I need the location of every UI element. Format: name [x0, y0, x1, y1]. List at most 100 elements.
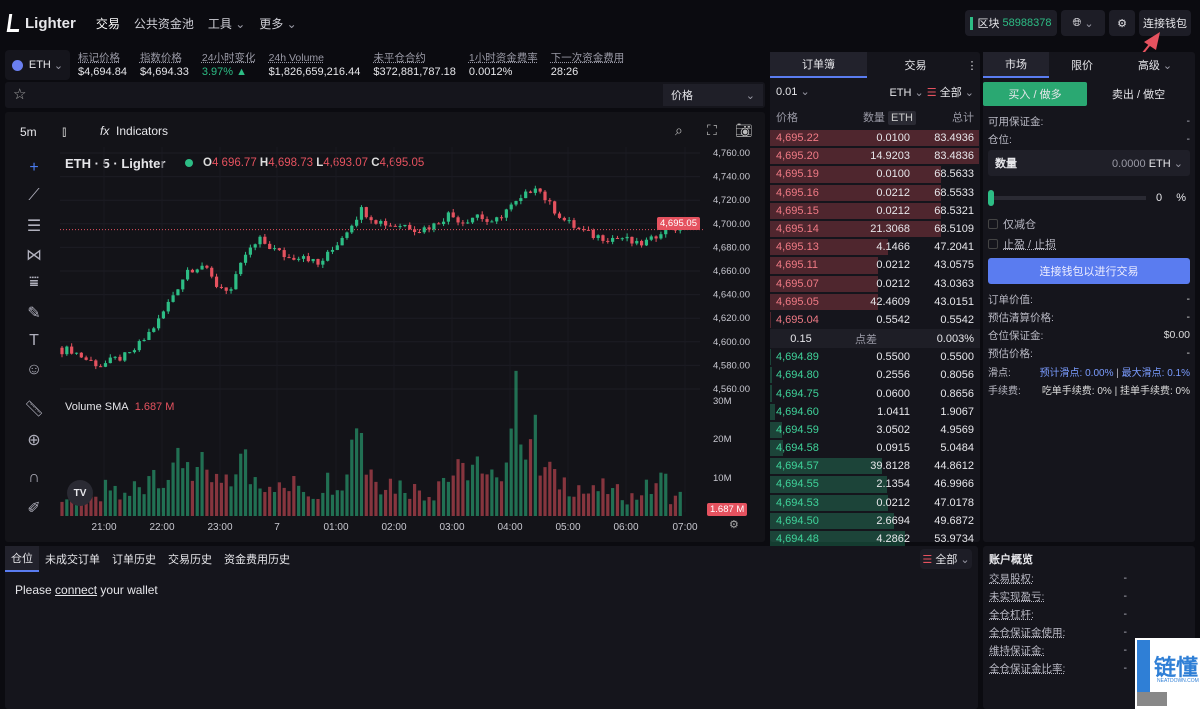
- slider-handle[interactable]: [988, 190, 994, 206]
- depth-bar: [770, 220, 942, 238]
- bid-row[interactable]: 4,694.53 0.0212 47.0178: [770, 494, 980, 512]
- quantity-input[interactable]: 数量 0.0000 ETH ⌄: [988, 150, 1190, 176]
- ob-total: 49.6872: [934, 514, 974, 527]
- magnet-icon[interactable]: ∩: [28, 469, 40, 486]
- alert-search-icon[interactable]: ⌕: [675, 122, 683, 138]
- ask-row[interactable]: 4,695.20 14.9203 83.4836: [770, 147, 980, 165]
- candle: [374, 220, 378, 224]
- ask-row[interactable]: 4,695.11 0.0212 43.0575: [770, 256, 980, 274]
- language-button[interactable]: 🌐︎ ⌄: [1061, 10, 1105, 36]
- fib-icon[interactable]: ☰: [26, 218, 42, 235]
- bid-row[interactable]: 4,694.50 2.6694 49.6872: [770, 512, 980, 530]
- connect-link[interactable]: connect: [55, 583, 98, 597]
- reduce-only-checkbox[interactable]: 仅减仓: [988, 214, 1190, 234]
- size-unit-badge[interactable]: ETH: [888, 111, 916, 125]
- ask-row[interactable]: 4,695.19 0.0100 68.5633: [770, 165, 980, 183]
- bid-row[interactable]: 4,694.58 0.0915 5.0484: [770, 439, 980, 457]
- lock-drawing-icon[interactable]: ✐: [27, 500, 41, 517]
- volume-bar: [316, 499, 320, 516]
- globe-icon: 🌐︎: [1072, 16, 1082, 29]
- depth-bar: [770, 440, 783, 457]
- nav-tools[interactable]: 工具 ⌄: [208, 15, 245, 32]
- bid-row[interactable]: 4,694.55 2.1354 46.9966: [770, 475, 980, 493]
- connect-to-trade-button[interactable]: 连接钱包以进行交易: [988, 258, 1190, 284]
- info-value: -: [1186, 347, 1191, 359]
- tab-bottom-1[interactable]: 未成交订单: [45, 554, 100, 566]
- bid-row[interactable]: 4,694.48 4.2862 53.9734: [770, 530, 980, 548]
- info-value: -: [1186, 311, 1191, 323]
- bid-row[interactable]: 4,694.60 1.0411 1.9067: [770, 403, 980, 421]
- slippage-max[interactable]: 最大滑点: 0.1%: [1121, 367, 1190, 379]
- tab-trades[interactable]: 交易: [904, 60, 927, 72]
- volume-bar: [611, 488, 615, 516]
- ask-row[interactable]: 4,695.05 42.4609 43.0151: [770, 293, 980, 311]
- quantity-unit[interactable]: ETH: [1148, 157, 1171, 170]
- tab-bottom-4[interactable]: 资金费用历史: [224, 554, 290, 566]
- chart-settings-icon[interactable]: ⚙: [729, 519, 739, 531]
- candle: [287, 257, 291, 259]
- buy-long-button[interactable]: 买入 / 做多: [983, 82, 1087, 106]
- connect-wallet-button[interactable]: 连接钱包: [1139, 10, 1191, 36]
- ask-row[interactable]: 4,695.15 0.0212 68.5321: [770, 202, 980, 220]
- bid-row[interactable]: 4,694.89 0.5500 0.5500: [770, 348, 980, 366]
- tab-market[interactable]: 市场: [983, 52, 1049, 78]
- ob-price: 4,695.13: [776, 241, 819, 254]
- text-icon[interactable]: T: [29, 332, 39, 349]
- ask-row[interactable]: 4,695.07 0.0212 43.0363: [770, 275, 980, 293]
- pattern-icon[interactable]: ⋈: [26, 247, 42, 264]
- unit-select[interactable]: ETH ⌄: [889, 86, 924, 99]
- price-chart[interactable]: 4,760.00 4,740.00 4,720.00 4,700.00 4,680.00…: [5, 112, 765, 542]
- zoom-in-icon[interactable]: ⊕: [27, 432, 41, 449]
- tab-limit[interactable]: 限价: [1071, 60, 1093, 72]
- more-icon[interactable]: ⋮: [966, 59, 978, 72]
- tick-size-select[interactable]: 0.01 ⌄: [776, 86, 810, 98]
- candle: [166, 301, 170, 312]
- book-filter-select[interactable]: 全部 ⌄: [939, 86, 974, 99]
- bid-row[interactable]: 4,694.80 0.2556 0.8056: [770, 366, 980, 384]
- brand-logo[interactable]: Lighter: [6, 14, 76, 32]
- percent-slider[interactable]: [988, 190, 1146, 206]
- prediction-icon[interactable]: ⩸: [29, 274, 39, 291]
- brush-icon[interactable]: ✎: [27, 305, 41, 322]
- depth-bar: [770, 476, 888, 493]
- ask-row[interactable]: 4,695.13 4.1466 47.2041: [770, 238, 980, 256]
- ask-row[interactable]: 4,695.16 0.0212 68.5533: [770, 184, 980, 202]
- nav-more[interactable]: 更多 ⌄: [259, 15, 296, 32]
- tab-advanced[interactable]: 高级 ⌄: [1115, 52, 1195, 78]
- camera-icon[interactable]: 📷︎: [735, 122, 753, 138]
- crosshair-icon[interactable]: +: [29, 159, 39, 176]
- candle-type-icon[interactable]: ⫾: [62, 123, 67, 139]
- price-type-select[interactable]: 价格 ⌄: [663, 84, 763, 106]
- position-label: 仓位:: [988, 133, 1012, 146]
- ask-row[interactable]: 4,695.14 21.3068 68.5109: [770, 220, 980, 238]
- ruler-icon[interactable]: 📏︎: [23, 401, 45, 418]
- tab-bottom-2[interactable]: 订单历史: [112, 554, 156, 566]
- trendline-icon[interactable]: ⟋: [28, 187, 40, 204]
- percent-input[interactable]: 0%: [1146, 192, 1190, 204]
- sell-short-button[interactable]: 卖出 / 做空: [1111, 89, 1166, 101]
- tab-bottom-3[interactable]: 交易历史: [168, 554, 212, 566]
- bid-row[interactable]: 4,694.57 39.8128 44.8612: [770, 457, 980, 475]
- volume-bar: [214, 473, 219, 516]
- bid-row[interactable]: 4,694.59 3.0502 4.9569: [770, 421, 980, 439]
- indicators-button[interactable]: fx Indicators: [100, 124, 168, 138]
- ask-row[interactable]: 4,695.04 0.5542 0.5542: [770, 311, 980, 329]
- candle: [200, 265, 204, 270]
- tpsl-checkbox[interactable]: 止盈 / 止损: [988, 234, 1190, 254]
- nav-pool[interactable]: 公共资金池: [133, 16, 194, 31]
- nav-trade[interactable]: 交易: [95, 16, 120, 31]
- star-icon[interactable]: ☆: [13, 86, 27, 103]
- bid-row[interactable]: 4,694.75 0.0600 0.8656: [770, 384, 980, 402]
- tab-orderbook[interactable]: 订单簿: [770, 52, 867, 78]
- volume-bar: [427, 497, 431, 516]
- tab-bottom-0[interactable]: 仓位: [5, 546, 39, 572]
- chart-title: ETH · 5 · Lighter: [65, 156, 166, 171]
- positions-filter-select[interactable]: ☰ 全部 ⌄: [920, 549, 972, 569]
- emoji-icon[interactable]: ☺: [25, 361, 43, 378]
- interval-button[interactable]: 5m: [20, 125, 37, 139]
- symbol-selector[interactable]: ETH ⌄: [5, 50, 70, 80]
- fullscreen-icon[interactable]: ⛶: [707, 122, 717, 138]
- tradingview-logo[interactable]: TV: [67, 480, 93, 506]
- ask-row[interactable]: 4,695.22 0.0100 83.4936: [770, 129, 980, 147]
- settings-button[interactable]: ⚙: [1109, 10, 1135, 36]
